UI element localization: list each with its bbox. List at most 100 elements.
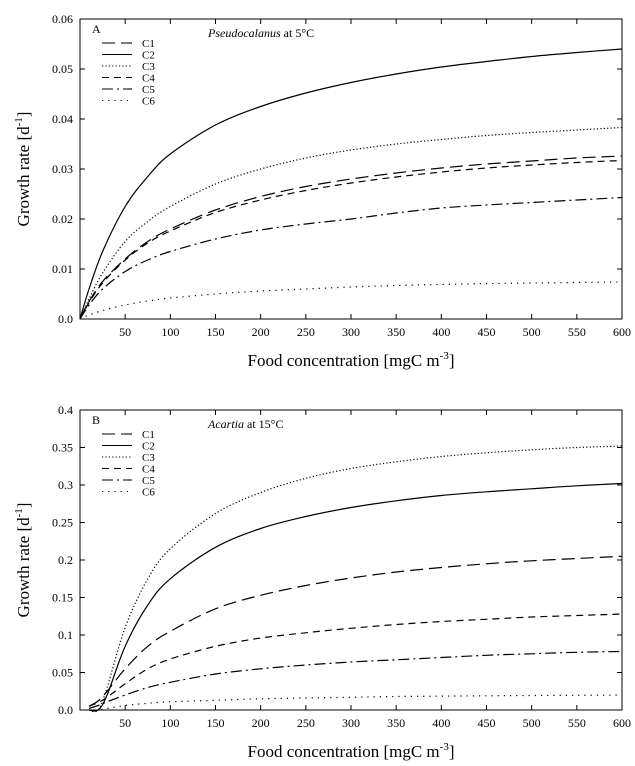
panel-title-species: Pseudocalanus xyxy=(207,26,281,40)
y-tick-label: 0.05 xyxy=(52,62,73,76)
x-tick-label: 50 xyxy=(119,325,131,339)
x-tick-label: 300 xyxy=(342,716,360,730)
y-tick-label: 0.01 xyxy=(52,262,73,276)
panel-title: Pseudocalanus at 5°C xyxy=(207,26,314,40)
y-tick-label: 0.0 xyxy=(58,703,73,717)
series-line-c5 xyxy=(88,650,623,710)
x-tick-label: 400 xyxy=(432,716,450,730)
panel-letter: A xyxy=(92,22,101,36)
series-line-c4 xyxy=(79,159,623,320)
x-tick-label: 150 xyxy=(207,716,225,730)
legend-label: C5 xyxy=(142,475,155,487)
x-tick-label: 150 xyxy=(207,325,225,339)
y-tick-label: 0.0 xyxy=(58,312,73,326)
y-axis-title-end: ] xyxy=(14,503,33,509)
legend-label: C5 xyxy=(142,84,155,96)
x-tick-label: 100 xyxy=(161,325,179,339)
panel-title-temperature: at 15°C xyxy=(244,417,283,431)
y-tick-label: 0.05 xyxy=(52,666,73,680)
y-tick-label: 0.3 xyxy=(58,478,73,492)
x-tick-label: 600 xyxy=(613,716,631,730)
x-tick-label: 350 xyxy=(387,325,405,339)
x-tick-label: 500 xyxy=(523,716,541,730)
x-axis-title-sup: -3 xyxy=(440,350,450,362)
x-tick-label: 250 xyxy=(297,716,315,730)
y-axis-title-main: Growth rate [d xyxy=(14,126,33,227)
y-axis-title: Growth rate [d-1] xyxy=(13,112,33,227)
series-line-c3 xyxy=(88,445,623,713)
series-line-c3 xyxy=(79,126,623,320)
x-axis-ticks: 50 100 150 200 250 300 350 400 450 500 550 600 xyxy=(119,19,631,339)
series-lines xyxy=(79,48,623,320)
y-tick-label: 0.04 xyxy=(52,112,73,126)
y-tick-label: 0.03 xyxy=(52,162,73,176)
series-lines xyxy=(88,445,623,713)
y-tick-label: 0.4 xyxy=(58,403,73,417)
panel-letter: B xyxy=(92,413,100,427)
x-tick-label: 200 xyxy=(252,716,270,730)
x-tick-label: 550 xyxy=(568,716,586,730)
x-axis-title-end: ] xyxy=(449,351,455,370)
x-axis-ticks: 50 100 150 200 250 300 350 400 450 500 550 600 xyxy=(119,410,631,730)
x-tick-label: 550 xyxy=(568,325,586,339)
legend-label: C4 xyxy=(142,464,155,476)
x-tick-label: 600 xyxy=(613,325,631,339)
legend-label: C3 xyxy=(142,61,155,73)
x-tick-label: 450 xyxy=(478,325,496,339)
x-tick-label: 350 xyxy=(387,716,405,730)
y-tick-label: 0.25 xyxy=(52,516,73,530)
legend-label: C4 xyxy=(142,73,155,85)
x-tick-label: 300 xyxy=(342,325,360,339)
x-tick-label: 500 xyxy=(523,325,541,339)
y-axis-title: Growth rate [d-1] xyxy=(13,503,33,618)
x-axis-title-sup: -3 xyxy=(440,741,450,753)
y-axis-ticks: 0.0 0.01 0.02 0.03 0.04 0.05 0.06 xyxy=(52,12,622,326)
x-tick-label: 450 xyxy=(478,716,496,730)
plot-frame xyxy=(79,18,623,320)
panel-a: A Pseudocalanus at 5°C 0.00.010.020.030.… xyxy=(13,12,631,370)
series-line-c2 xyxy=(79,48,623,320)
series-line-c4 xyxy=(88,613,623,707)
y-axis-title-main: Growth rate [d xyxy=(14,517,33,618)
legend-label: C6 xyxy=(142,487,155,499)
y-tick-label: 0.02 xyxy=(52,212,73,226)
series-line-c1 xyxy=(88,555,623,707)
panel-title-temperature: at 5°C xyxy=(281,26,314,40)
y-axis-title-sup: -1 xyxy=(13,508,25,517)
y-tick-label: 0.06 xyxy=(52,12,73,26)
legend-label: C6 xyxy=(142,96,155,108)
x-tick-label: 250 xyxy=(297,325,315,339)
x-axis-title-main: Food concentration [mgC m xyxy=(247,351,439,370)
series-line-c1 xyxy=(79,155,623,320)
x-tick-label: 400 xyxy=(432,325,450,339)
y-tick-label: 0.15 xyxy=(52,591,73,605)
x-axis-title: Food concentration [mgC m-3] xyxy=(247,741,454,761)
y-axis-title-end: ] xyxy=(14,112,33,118)
y-tick-label: 0.2 xyxy=(58,553,73,567)
x-axis-title: Food concentration [mgC m-3] xyxy=(247,350,454,370)
panel-title-species: Acartia xyxy=(207,417,244,431)
x-axis-title-end: ] xyxy=(449,742,455,761)
x-tick-label: 100 xyxy=(161,716,179,730)
x-axis-title-main: Food concentration [mgC m xyxy=(247,742,439,761)
legend-label: C2 xyxy=(142,441,155,453)
legend-label: C3 xyxy=(142,452,155,464)
series-line-c5 xyxy=(79,196,623,320)
x-tick-label: 200 xyxy=(252,325,270,339)
legend-label: C1 xyxy=(142,429,155,441)
y-axis-title-sup: -1 xyxy=(13,117,25,126)
legend-label: C2 xyxy=(142,50,155,62)
series-line-c6 xyxy=(79,281,623,320)
y-tick-label: 0.1 xyxy=(58,628,73,642)
plot-frame xyxy=(79,409,623,711)
legend-label: C1 xyxy=(142,38,155,50)
y-axis-ticks: 0.0 0.05 0.1 0.15 0.2 0.25 0.3 0.35 0.4 xyxy=(52,403,622,717)
panel-title: Acartia at 15°C xyxy=(207,417,283,431)
series-line-c2 xyxy=(88,482,623,712)
series-line-c6 xyxy=(88,694,623,711)
x-tick-label: 50 xyxy=(119,716,131,730)
y-tick-label: 0.35 xyxy=(52,441,73,455)
